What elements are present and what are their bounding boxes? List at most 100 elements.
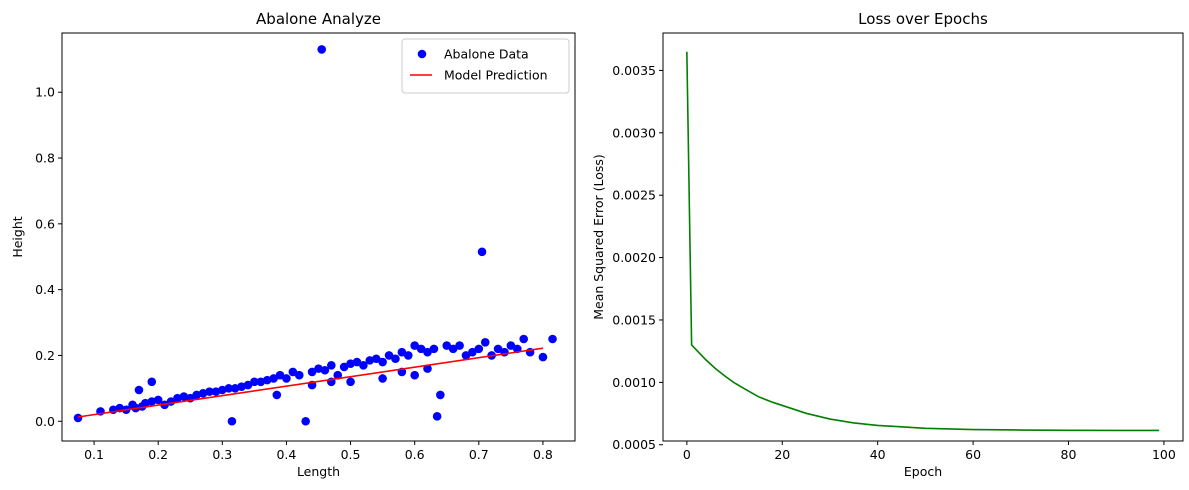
scatter-point <box>378 374 387 383</box>
scatter-point <box>288 367 298 377</box>
series-line <box>686 51 1160 432</box>
legend: Abalone Data Model Prediction <box>401 38 570 94</box>
axis-ticks: 0.1 0.2 0.3 0.4 0.5 0.6 0.7 0.8 0.0 0.2 0.4 0.6 0.8 1… <box>35 85 553 462</box>
scatter-point <box>224 384 234 393</box>
scatter-point <box>339 362 349 372</box>
scatter-point <box>301 416 310 426</box>
x-tick-label: 0.4 <box>276 447 296 462</box>
scatter-point <box>359 361 368 370</box>
scatter-point <box>538 352 548 362</box>
x-tick-label: 0.5 <box>341 447 361 462</box>
chart-title: Loss over Epochs <box>858 10 988 28</box>
y-tick-label: 0.8 <box>35 151 55 166</box>
x-tick-label: 0 <box>683 447 691 462</box>
scatter-point <box>333 370 343 380</box>
scatter-point <box>384 351 394 360</box>
legend-label: Abalone Data <box>444 47 529 62</box>
scatter-point <box>548 334 557 344</box>
scatter-point <box>442 341 452 350</box>
scatter-point <box>474 344 484 354</box>
scatter-point <box>275 370 285 380</box>
x-tick-label: 0.1 <box>84 447 104 462</box>
x-tick-label: 20 <box>774 447 790 462</box>
scatter-point <box>416 344 426 354</box>
x-tick-label: 80 <box>1061 447 1077 462</box>
y-tick-label: 0.0020 <box>612 250 656 265</box>
scatter-point <box>205 387 214 396</box>
y-tick-label: 0.0030 <box>612 125 656 140</box>
y-axis-label: Height <box>10 216 25 257</box>
plot-marks <box>73 45 557 426</box>
y-tick-label: 0.0010 <box>612 375 656 390</box>
scatter-point <box>282 374 291 383</box>
scatter-point <box>429 344 439 354</box>
scatter-point <box>153 395 163 405</box>
x-axis-label: Length <box>297 464 340 479</box>
abalone-scatter-chart: Abalone Analyze Length Height 0.1 0.2 0.3 0… <box>10 10 576 479</box>
scatter-point <box>134 385 144 395</box>
x-tick-label: 100 <box>1152 447 1176 462</box>
legend-label: Model Prediction <box>444 68 548 83</box>
y-tick-label: 0.0025 <box>612 188 656 203</box>
scatter-point <box>519 334 528 344</box>
scatter-point <box>461 351 471 360</box>
scatter-point <box>448 344 458 354</box>
x-tick-label: 0.8 <box>533 447 553 462</box>
scatter-point <box>307 367 317 377</box>
scatter-point <box>269 374 278 383</box>
scatter-point <box>320 365 330 375</box>
plot-marks <box>686 51 1160 432</box>
scatter-point <box>410 370 419 380</box>
scatter-point <box>477 247 487 257</box>
scatter-point <box>243 380 253 390</box>
scatter-point <box>423 347 432 357</box>
scatter-point <box>294 370 304 380</box>
scatter-point <box>436 390 445 400</box>
legend-marker <box>417 49 427 59</box>
axis-ticks: 0 20 40 60 80 100 0.0005 0.0010 0.0015 0.0020 0.00… <box>612 63 1176 462</box>
legend-box <box>401 38 570 94</box>
scatter-point <box>500 347 509 357</box>
scatter-point <box>378 357 387 367</box>
loss-line-chart: Loss over Epochs Epoch Mean Squared Erro… <box>591 10 1184 479</box>
scatter-point <box>397 347 407 357</box>
x-tick-label: 40 <box>870 447 886 462</box>
scatter-point <box>147 377 157 387</box>
chart-title: Abalone Analyze <box>256 10 381 28</box>
series-line <box>77 347 544 418</box>
x-tick-label: 0.6 <box>405 447 425 462</box>
y-tick-label: 0.0 <box>35 414 55 429</box>
scatter-point <box>506 341 516 350</box>
x-tick-label: 0.7 <box>469 447 489 462</box>
scatter-point <box>227 416 237 426</box>
x-axis-label: Epoch <box>904 464 942 479</box>
scatter-point <box>410 341 419 350</box>
y-tick-label: 0.0015 <box>612 312 656 327</box>
plot-frame <box>61 32 576 442</box>
scatter-point <box>250 377 259 387</box>
x-tick-label: 60 <box>965 447 981 462</box>
scatter-point <box>391 354 400 364</box>
plot-frame <box>662 32 1184 442</box>
scatter-point <box>327 361 336 370</box>
y-tick-label: 0.6 <box>35 216 55 231</box>
x-tick-label: 0.2 <box>148 447 168 462</box>
y-tick-label: 0.2 <box>35 348 55 363</box>
y-tick-label: 0.0005 <box>612 437 656 452</box>
scatter-point <box>455 341 464 350</box>
scatter-point <box>73 413 83 423</box>
y-tick-label: 0.0035 <box>612 63 656 78</box>
x-tick-label: 0.3 <box>212 447 232 462</box>
scatter-point <box>346 377 355 387</box>
scatter-point <box>371 354 381 364</box>
scatter-point <box>317 45 327 54</box>
y-tick-label: 1.0 <box>35 85 55 100</box>
scatter-point <box>468 347 477 357</box>
y-tick-label: 0.4 <box>35 282 55 297</box>
scatter-point <box>493 344 503 354</box>
scatter-point <box>423 364 432 373</box>
scatter-point <box>432 412 442 421</box>
scatter-point <box>403 351 413 360</box>
scatter-point <box>480 337 490 347</box>
